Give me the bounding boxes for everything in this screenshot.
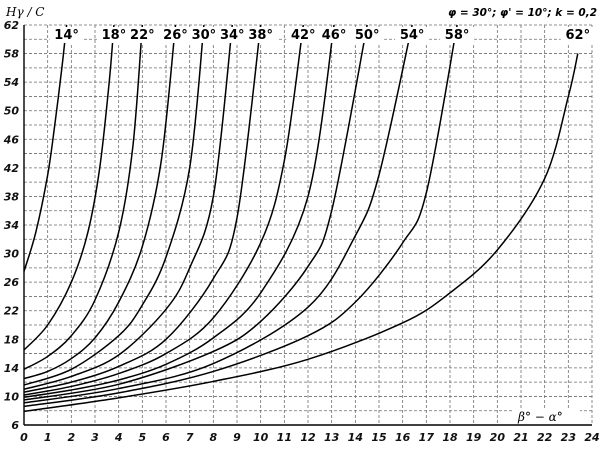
- y-tick-label: 58: [4, 48, 20, 61]
- y-tick-labels: 6 10 14 18 22 26 30 34 38 42 46 50 54 58 62: [3, 19, 20, 432]
- curve-label: 46°: [322, 28, 347, 43]
- x-tick-label: 22: [537, 431, 553, 444]
- x-tick-label: 20: [490, 431, 506, 444]
- x-tick-label: 8: [210, 431, 218, 444]
- x-axis-title-bg: [512, 408, 580, 424]
- x-tick-label: 9: [233, 431, 241, 444]
- curve-label: 62°: [566, 28, 591, 43]
- curve-labels: 14° 18° 22° 26° 30° 34° 38° 42° 46° 50° 54° 58° 62°: [49, 27, 595, 43]
- curve-label: 26°: [163, 28, 188, 43]
- curve-label-bg: [125, 27, 160, 43]
- x-tick-label: 3: [91, 431, 99, 444]
- y-tick-label: 26: [4, 276, 20, 289]
- curve-label-bg: [317, 27, 352, 43]
- curve-26deg: [23, 24, 177, 380]
- y-tick-label: 38: [4, 190, 20, 203]
- curve-46deg: [23, 24, 335, 398]
- curve-label: 54°: [400, 28, 425, 43]
- parameter-annotation: φ = 30°; φ' = 10°; k = 0,2: [448, 7, 597, 19]
- x-tick-label: 4: [114, 431, 123, 444]
- curve-label-bg: [243, 27, 278, 43]
- y-tick-label: 22: [4, 305, 20, 318]
- x-tick-label: 0: [20, 431, 28, 444]
- x-tick-label: 21: [513, 431, 528, 444]
- curve-label: 30°: [192, 28, 217, 43]
- x-tick-label: 15: [371, 431, 387, 444]
- curve-label-bg: [49, 27, 84, 43]
- axes: [23, 25, 592, 426]
- x-tick-label: 14: [348, 431, 363, 444]
- curve-42deg: [23, 24, 305, 396]
- x-tick-label: 1: [44, 431, 52, 444]
- curve-62deg: [23, 53, 579, 413]
- x-tick-label: 7: [186, 431, 194, 444]
- curve-label: 18°: [102, 28, 127, 43]
- y-tick-label: 10: [4, 390, 20, 403]
- curve-22deg: [23, 24, 144, 370]
- x-tick-label: 2: [68, 431, 76, 444]
- x-tick-label: 23: [561, 431, 577, 444]
- curve-18deg: [23, 24, 115, 351]
- curve-label: 38°: [248, 28, 273, 43]
- curve-38deg: [23, 24, 262, 393]
- y-tick-label: 42: [3, 162, 20, 175]
- x-tick-label: 13: [324, 431, 340, 444]
- x-tick-label: 16: [395, 431, 411, 444]
- curve-label: 22°: [130, 28, 155, 43]
- curves: [23, 24, 579, 413]
- y-tick-label: 50: [4, 105, 20, 118]
- y-tick-label: 18: [4, 333, 20, 346]
- x-tick-labels: 0 1 2 3 4 5 6 7 8 9 10 11 12 13 14 15 16 17 18 19 20 21 22 23 24: [20, 431, 599, 444]
- x-tick-label: 6: [162, 431, 170, 444]
- y-tick-label: 14: [4, 362, 19, 375]
- curve-34deg: [23, 24, 234, 391]
- curve-30deg: [23, 24, 205, 386]
- curve-label: 42°: [291, 28, 316, 43]
- x-tick-label: 10: [253, 431, 269, 444]
- curve-label-bg: [215, 27, 250, 43]
- curve-label-bg: [395, 27, 430, 43]
- curve-label-bg: [158, 27, 193, 43]
- x-tick-label: 19: [466, 431, 482, 444]
- curve-label: 14°: [54, 28, 79, 43]
- x-tick-label: 18: [442, 431, 458, 444]
- y-tick-label: 6: [11, 419, 19, 432]
- curve-label-bg: [350, 27, 385, 43]
- curve-14deg: [23, 24, 68, 272]
- y-tick-label: 54: [4, 76, 19, 89]
- x-tick-label: 11: [277, 431, 292, 444]
- y-tick-label: 34: [4, 219, 19, 232]
- curve-label-bg: [286, 27, 321, 43]
- curve-label-bg: [440, 27, 475, 43]
- x-tick-label: 12: [300, 431, 316, 444]
- curve-label-bg: [560, 27, 595, 43]
- x-tick-label: 5: [139, 431, 147, 444]
- curve-54deg: [23, 24, 413, 404]
- x-tick-label: 17: [419, 431, 435, 444]
- curve-label-bg: [186, 27, 221, 43]
- curve-50deg: [23, 24, 368, 401]
- curve-label: 34°: [220, 28, 245, 43]
- curve-58deg: [23, 24, 458, 408]
- y-tick-label: 46: [3, 133, 20, 146]
- x-axis-title: β° − α°: [517, 410, 563, 424]
- curve-label: 58°: [445, 28, 470, 43]
- grid: [24, 24, 593, 425]
- y-axis-title: Hγ / C: [5, 5, 45, 19]
- x-tick-label: 24: [584, 431, 599, 444]
- curve-label: 50°: [355, 28, 380, 43]
- y-tick-label: 62: [4, 19, 20, 32]
- curve-label-bg: [96, 27, 131, 43]
- y-tick-label: 30: [4, 248, 20, 261]
